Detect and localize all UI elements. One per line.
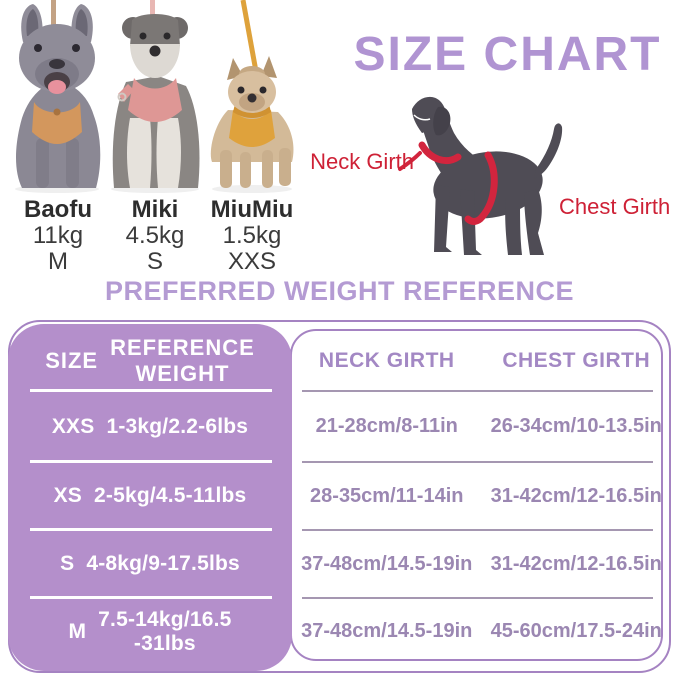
cell-size-weight: XS 2-5kg/4.5-11lbs [8,484,292,508]
cell-size: XXS [51,414,95,438]
row-divider [30,528,272,531]
model-size: M [48,248,68,275]
size-table: SIZE REFERENCE WEIGHT NECK GIRTH CHEST G… [8,320,671,673]
shadow [212,185,292,193]
table-inner-border [290,329,663,661]
dog-miki [112,14,200,188]
cell-weight: 1-3kg/2.2-6lbs [106,414,249,438]
page-title: SIZE CHART [353,28,662,81]
header-reference-weight: REFERENCE WEIGHT [110,334,255,386]
header-size-weight: SIZE REFERENCE WEIGHT [8,335,292,387]
row-divider [30,596,272,599]
model-size: XXS [227,248,277,275]
model-weight: 1.5kg [222,222,282,249]
table-header-row: SIZE REFERENCE WEIGHT NECK GIRTH CHEST G… [8,330,671,391]
cell-size: M [68,619,87,643]
mouth-line [413,114,431,121]
table-row-xxs: XXS 1-3kg/2.2-6lbs 21-28cm/8-11in 26-34c… [8,391,671,462]
chest-girth-band [464,151,498,225]
cell-size: XS [53,484,82,507]
row-divider [30,460,272,463]
header-neck-girth: NECK GIRTH [318,348,455,372]
cell-weight: 2-5kg/4.5-11lbs [94,484,247,507]
header-chest-girth: CHEST GIRTH [502,348,651,372]
dog-baofu [16,4,101,188]
neck-girth-band [418,141,462,164]
table-row-s: S 4-8kg/9-17.5lbs 37-48cm/14.5-19in 31-4… [8,530,671,598]
cell-weight: 7.5-14kg/16.5 -31lbs [98,607,232,655]
model-dogs-photo [15,0,294,193]
model-label-miki: Miki 4.5kg S [107,196,203,275]
dog-miumiu [210,56,294,188]
table-rows: SIZE REFERENCE WEIGHT NECK GIRTH CHEST G… [8,330,671,673]
leash-tan [51,0,56,36]
cell-neck: 21-28cm/8-11in [315,415,458,437]
model-weight: 4.5kg [125,222,185,249]
cell-size-weight: S 4-8kg/9-17.5lbs [8,552,292,576]
row-divider [302,390,653,392]
row-divider [30,389,272,392]
model-weight: 11kg [32,222,84,249]
cell-size-weight: XXS 1-3kg/2.2-6lbs [8,415,292,439]
table-row-xs: XS 2-5kg/4.5-11lbs 28-35cm/11-14in 31-42… [8,462,671,530]
cell-chest: 26-34cm/10-13.5in [490,415,662,437]
row-divider [302,461,653,463]
row-divider [302,597,653,599]
cell-chest: 31-42cm/12-16.5in [490,552,662,575]
cell-neck: 37-48cm/14.5-19in [301,620,473,642]
model-name: Baofu [24,196,92,223]
model-size: S [146,248,163,275]
neck-leader-line [398,151,422,171]
cell-neck: 37-48cm/14.5-19in [301,552,473,575]
table-row-m: M 7.5-14kg/16.5 -31lbs 37-48cm/14.5-19in… [8,598,671,665]
table-left-panel [8,324,292,671]
cell-chest: 45-60cm/17.5-24in [490,620,662,642]
model-label-miumiu: MiuMiu 1.5kg XXS [203,196,301,275]
cell-chest: 31-42cm/12-16.5in [490,484,662,507]
model-name: Miki [131,196,179,223]
cell-size-weight: M 7.5-14kg/16.5 -31lbs [8,608,292,656]
neck-girth-label: Neck Girth [310,149,414,174]
header-size: SIZE [45,347,99,373]
model-name: MiuMiu [210,196,294,223]
dog-girth-diagram [398,96,563,255]
dog-ear [433,106,451,136]
cell-size: S [60,552,75,575]
model-label-baofu: Baofu 11kg M [8,196,108,275]
section-heading: PREFERRED WEIGHT REFERENCE [104,276,575,306]
row-divider [302,529,653,531]
chest-girth-label: Chest Girth [559,194,671,219]
cell-neck: 28-35cm/11-14in [310,484,464,507]
cell-weight: 4-8kg/9-17.5lbs [86,552,240,575]
